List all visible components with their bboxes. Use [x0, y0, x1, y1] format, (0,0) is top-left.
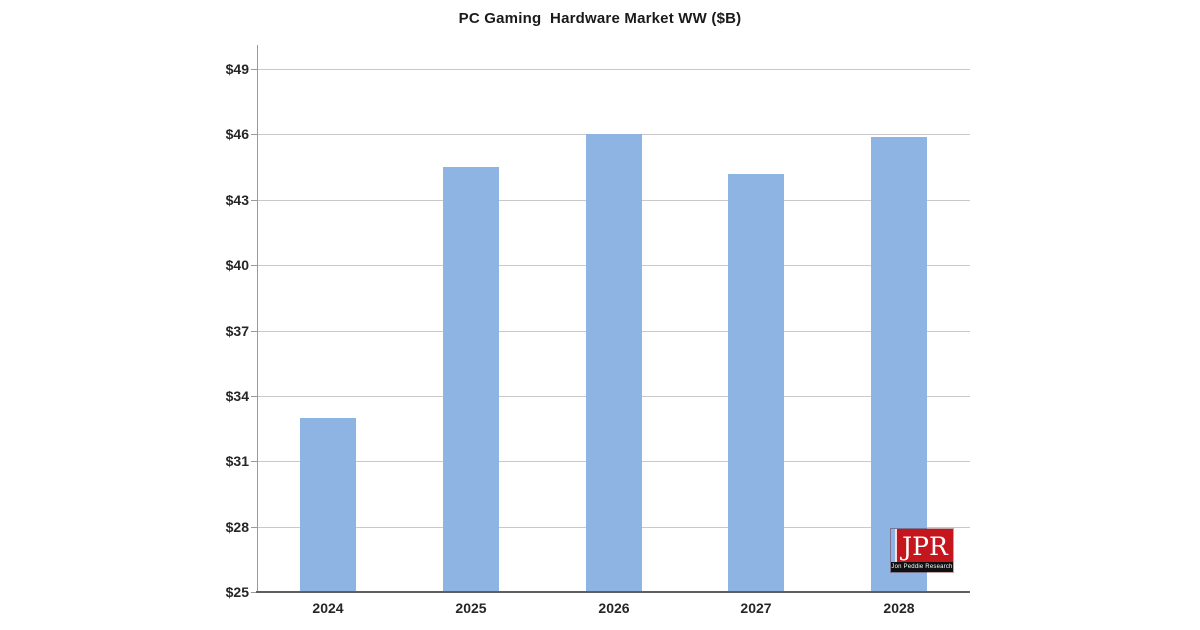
- y-tick-label-43: $43: [225, 192, 249, 208]
- jpr-logo: JPR Jon Peddie Research: [891, 529, 953, 572]
- x-tick-label-2025: 2025: [455, 600, 487, 616]
- bar-2026: [586, 134, 642, 592]
- x-axis-line: [256, 591, 970, 593]
- y-tick-mark-49: [251, 69, 257, 70]
- jpr-logo-abbr: JPR: [895, 529, 953, 562]
- jpr-logo-subtext: Jon Peddie Research: [891, 562, 953, 572]
- y-tick-label-34: $34: [225, 388, 249, 404]
- y-tick-mark-28: [251, 527, 257, 528]
- bar-2024: [300, 418, 356, 592]
- x-tick-label-2028: 2028: [883, 600, 915, 616]
- x-tick-label-2027: 2027: [740, 600, 772, 616]
- gridline-49: [257, 69, 970, 70]
- y-tick-mark-46: [251, 134, 257, 135]
- y-tick-label-31: $31: [225, 453, 249, 469]
- bar-2025: [443, 167, 499, 592]
- bar-2028: [871, 137, 927, 592]
- y-tick-mark-40: [251, 265, 257, 266]
- y-tick-label-25: $25: [225, 584, 249, 600]
- y-tick-label-28: $28: [225, 519, 249, 535]
- chart-title: PC Gaming Hardware Market WW ($B): [458, 10, 742, 27]
- y-tick-mark-37: [251, 331, 257, 332]
- y-axis-line: [257, 45, 258, 592]
- x-tick-label-2026: 2026: [598, 600, 630, 616]
- y-tick-mark-31: [251, 461, 257, 462]
- y-tick-mark-43: [251, 200, 257, 201]
- y-tick-label-40: $40: [225, 257, 249, 273]
- y-tick-mark-34: [251, 396, 257, 397]
- y-tick-label-49: $49: [225, 61, 249, 77]
- y-tick-label-46: $46: [225, 126, 249, 142]
- x-tick-label-2024: 2024: [312, 600, 344, 616]
- y-tick-mark-25: [251, 592, 257, 593]
- y-tick-label-37: $37: [225, 323, 249, 339]
- bar-2027: [728, 174, 784, 592]
